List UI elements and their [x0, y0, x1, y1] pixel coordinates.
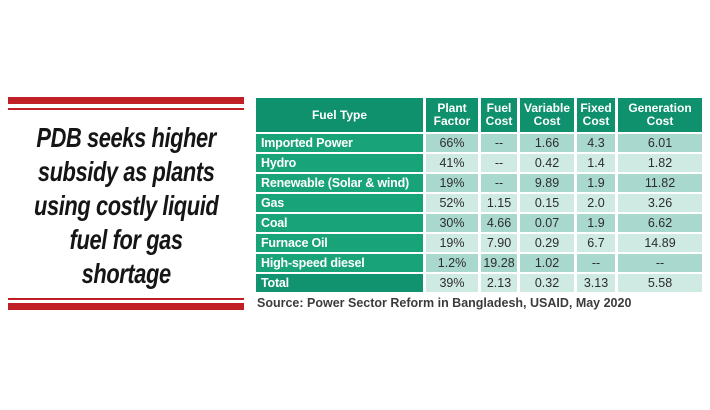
col-header-fuel-cost: Fuel Cost [481, 98, 517, 132]
fuel-row-value: -- [618, 254, 702, 272]
fuel-row-value: 1.9 [577, 214, 615, 232]
headline-line: subsidy as plants [37, 156, 215, 187]
fuel-row-value: 1.9 [577, 174, 615, 192]
fuel-row-label: Gas [256, 194, 423, 212]
fuel-row-value: 3.26 [618, 194, 702, 212]
fuel-row-value: 11.82 [618, 174, 702, 192]
fuel-row-value: 9.89 [520, 174, 574, 192]
fuel-row-value: 2.13 [481, 274, 517, 292]
fuel-row-value: 1.02 [520, 254, 574, 272]
fuel-row-value: 1.2% [426, 254, 478, 272]
fuel-row-label: High-speed diesel [256, 254, 423, 272]
headline: PDB seeks higher subsidy as plants using… [8, 121, 244, 291]
bottom-thin-rule [8, 298, 244, 300]
fuel-row-value: 19% [426, 234, 478, 252]
col-header-fixed-cost: Fixed Cost [577, 98, 615, 132]
fuel-row-value: 0.42 [520, 154, 574, 172]
col-header-fuel-type: Fuel Type [256, 98, 423, 132]
fuel-row-value: 1.82 [618, 154, 702, 172]
fuel-row-value: 0.15 [520, 194, 574, 212]
fuel-row-label: Renewable (Solar & wind) [256, 174, 423, 192]
fuel-row-value: 2.0 [577, 194, 615, 212]
fuel-row-value: 4.3 [577, 134, 615, 152]
fuel-row-value: 52% [426, 194, 478, 212]
top-thick-rule [8, 97, 244, 104]
headline-block: PDB seeks higher subsidy as plants using… [8, 97, 244, 310]
fuel-row-value: 6.01 [618, 134, 702, 152]
fuel-row-value: 1.4 [577, 154, 615, 172]
fuel-row-value: -- [481, 154, 517, 172]
headline-line: shortage [81, 258, 172, 289]
fuel-row-value: 7.90 [481, 234, 517, 252]
source-caption: Source: Power Sector Reform in Banglades… [257, 296, 632, 310]
headline-line: using costly liquid [34, 190, 219, 221]
fuel-table: Fuel Type Plant Factor Fuel Cost Variabl… [256, 98, 702, 292]
fuel-row-value: 41% [426, 154, 478, 172]
fuel-row-value: -- [481, 134, 517, 152]
fuel-row-value: 19% [426, 174, 478, 192]
fuel-row-label: Imported Power [256, 134, 423, 152]
fuel-row-value: 0.29 [520, 234, 574, 252]
fuel-row-label: Hydro [256, 154, 423, 172]
col-header-generation-cost: Generation Cost [618, 98, 702, 132]
headline-line: PDB seeks higher [36, 122, 216, 153]
top-thin-rule [8, 108, 244, 110]
fuel-row-value: 0.32 [520, 274, 574, 292]
fuel-row-label: Coal [256, 214, 423, 232]
fuel-row-value: -- [577, 254, 615, 272]
col-header-variable-cost: Variable Cost [520, 98, 574, 132]
fuel-row-value: 39% [426, 274, 478, 292]
fuel-row-value: 1.66 [520, 134, 574, 152]
fuel-row-value: 5.58 [618, 274, 702, 292]
fuel-row-value: 66% [426, 134, 478, 152]
col-header-plant-factor: Plant Factor [426, 98, 478, 132]
fuel-row-value: -- [481, 174, 517, 192]
fuel-row-value: 19.28 [481, 254, 517, 272]
fuel-row-label: Total [256, 274, 423, 292]
headline-line: fuel for gas [69, 224, 183, 255]
fuel-row-value: 0.07 [520, 214, 574, 232]
fuel-row-value: 14.89 [618, 234, 702, 252]
fuel-row-value: 4.66 [481, 214, 517, 232]
fuel-row-value: 6.62 [618, 214, 702, 232]
fuel-row-value: 3.13 [577, 274, 615, 292]
fuel-row-value: 1.15 [481, 194, 517, 212]
fuel-row-label: Furnace Oil [256, 234, 423, 252]
fuel-row-value: 30% [426, 214, 478, 232]
fuel-row-value: 6.7 [577, 234, 615, 252]
bottom-thick-rule [8, 303, 244, 310]
